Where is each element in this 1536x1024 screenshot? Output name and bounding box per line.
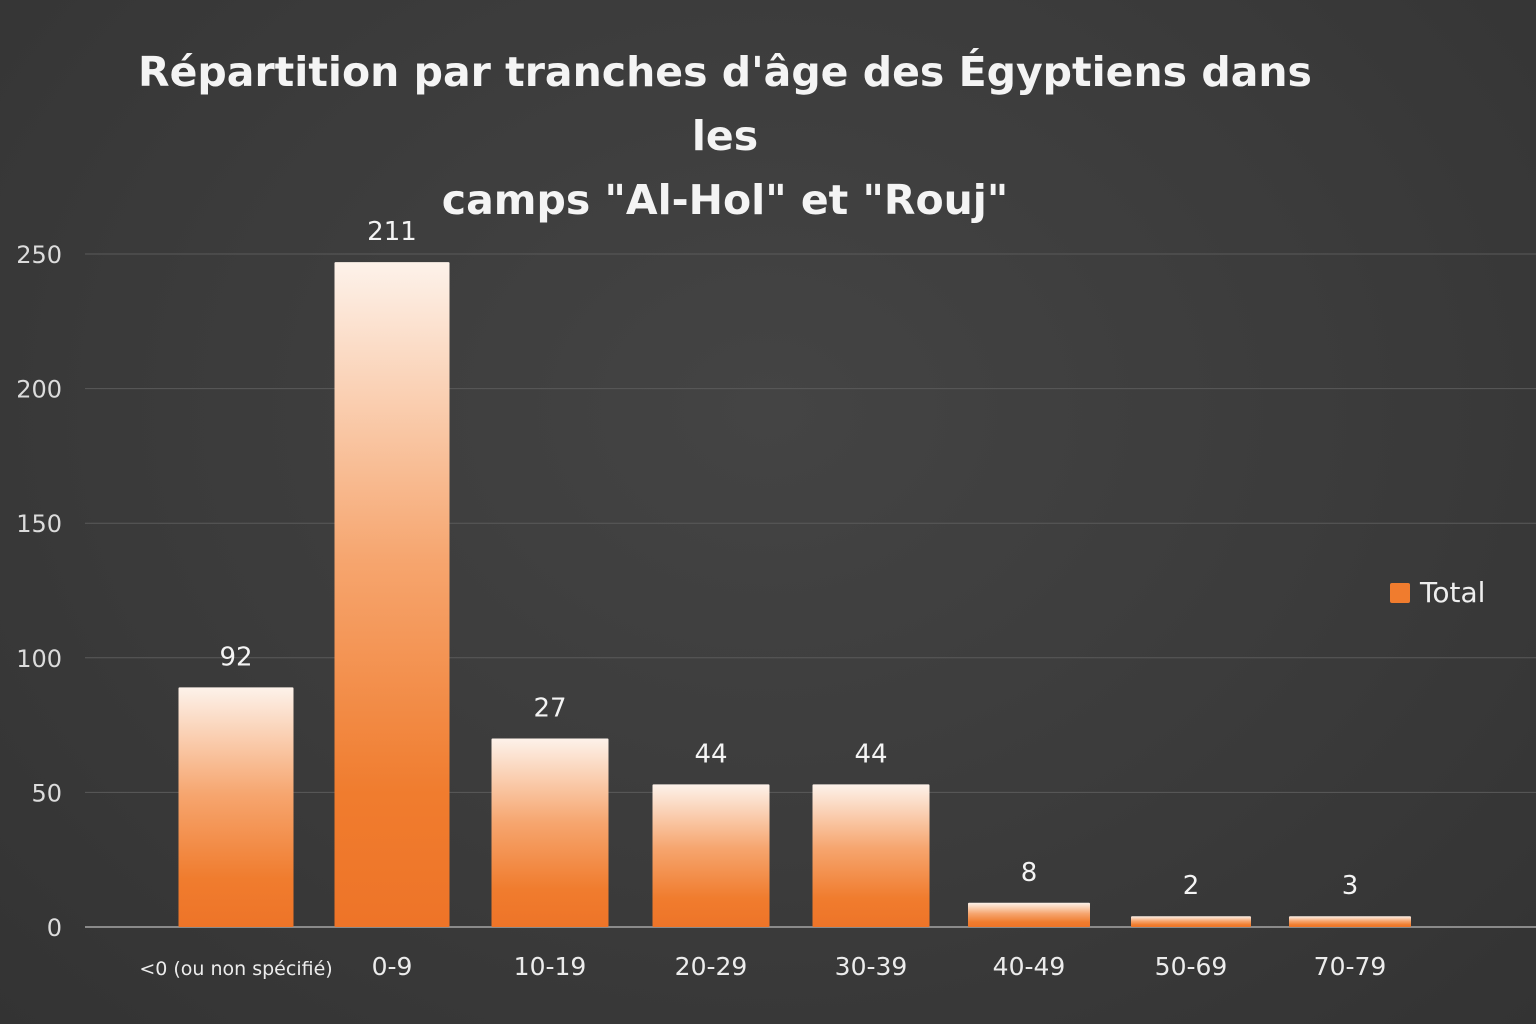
x-category-label: 0-9 [372, 952, 413, 981]
bar [1289, 916, 1411, 927]
data-label: 27 [533, 694, 566, 724]
data-labels: 92 211 27 44 44 8 2 3 [219, 217, 1358, 901]
data-label: 92 [219, 642, 252, 672]
legend-label-total: Total [1420, 576, 1486, 609]
y-tick-label: 100 [16, 645, 62, 673]
y-tick-label: 50 [31, 779, 62, 807]
gridlines [85, 253, 1536, 928]
y-tick-label: 0 [47, 914, 62, 942]
data-label: 8 [1021, 858, 1038, 888]
chart-title-line-1: Répartition par tranches d'âge des Égypt… [138, 48, 1312, 160]
bar [491, 738, 609, 927]
x-axis-categories: <0 (ou non spécifié) 0-9 10-19 20-29 30-39 40… [139, 952, 1386, 981]
chart-title: Répartition par tranches d'âge des Égypt… [120, 40, 1330, 232]
legend-swatch [1390, 582, 1410, 603]
bar [178, 687, 294, 927]
y-axis-ticks: 0 50 100 150 200 250 [16, 241, 62, 942]
data-label: 44 [854, 739, 887, 769]
x-category-label: 70-79 [1314, 952, 1387, 981]
y-tick-label: 150 [16, 510, 62, 538]
bar [812, 784, 930, 927]
x-category-label: 20-29 [675, 952, 748, 981]
bar [968, 902, 1090, 927]
data-label: 211 [367, 217, 417, 247]
y-tick-label: 250 [16, 241, 62, 269]
bar [652, 784, 770, 927]
bar [1131, 916, 1251, 927]
data-label: 44 [694, 739, 727, 769]
y-tick-label: 200 [16, 376, 62, 404]
bars [178, 262, 1411, 927]
x-category-label: 40-49 [993, 952, 1066, 981]
legend: Total [1390, 576, 1485, 609]
data-label: 2 [1183, 871, 1200, 901]
x-category-label: 50-69 [1155, 952, 1228, 981]
x-category-label: 10-19 [514, 952, 587, 981]
chart-title-line-2: camps "Al-Hol" et "Rouj" [441, 176, 1009, 224]
data-label: 3 [1342, 871, 1359, 901]
x-category-label: <0 (ou non spécifié) [139, 958, 332, 980]
bar [334, 262, 450, 927]
x-category-label: 30-39 [835, 952, 908, 981]
